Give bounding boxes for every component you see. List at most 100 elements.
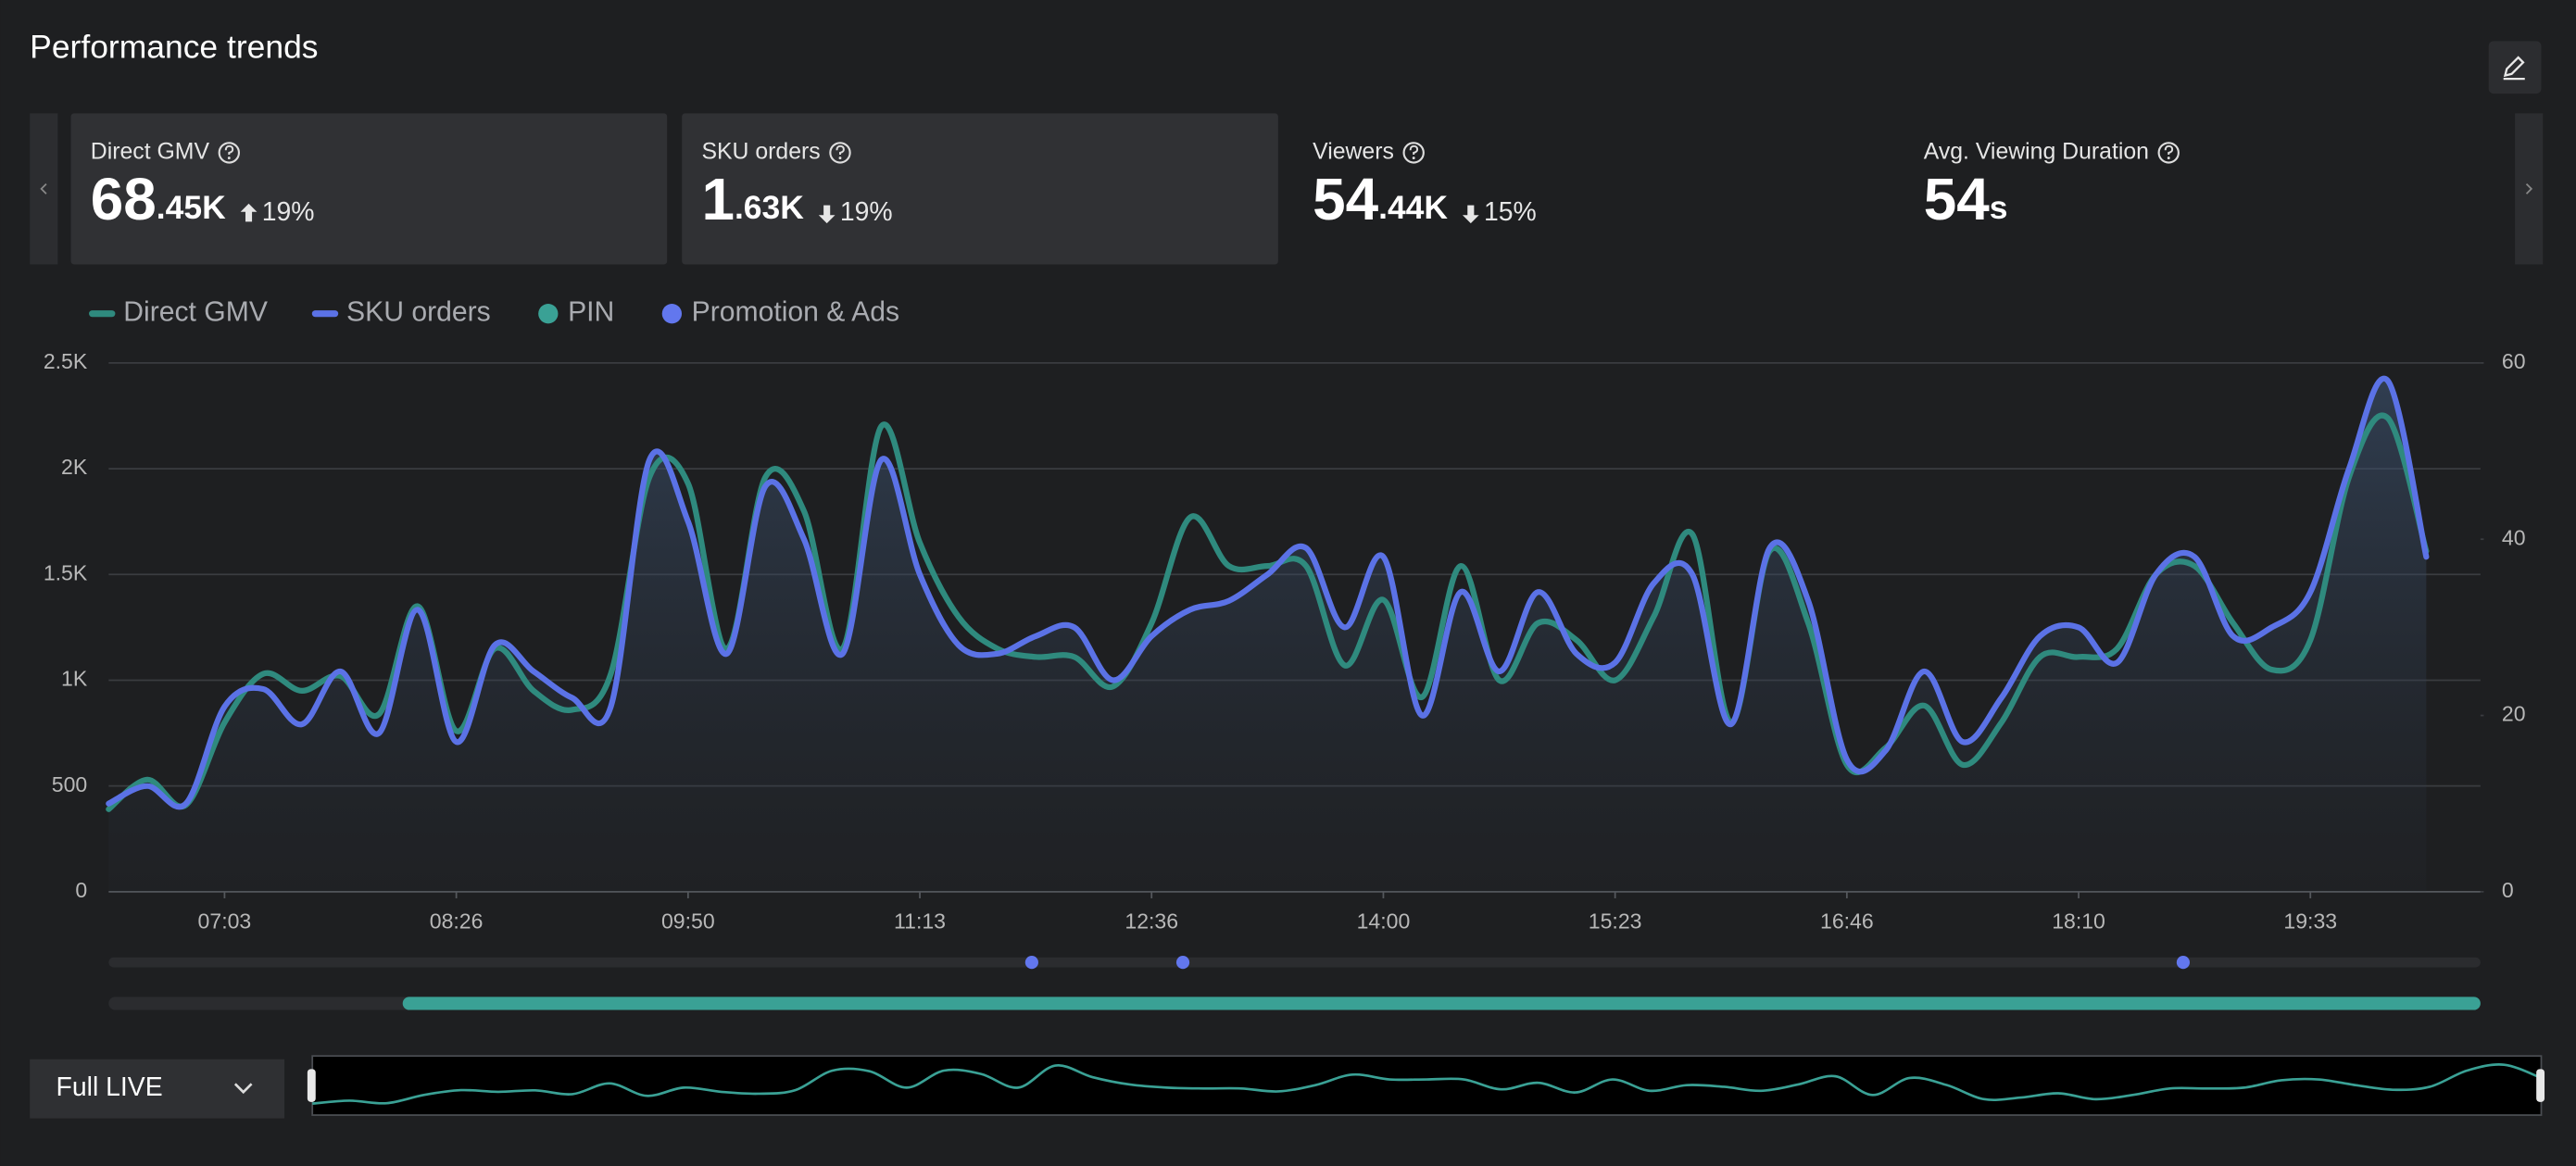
x-tick-label: 12:36 (1125, 909, 1178, 934)
y-tick-label: 500 (52, 772, 87, 796)
promotion-event[interactable] (1175, 956, 1190, 970)
help-icon (218, 142, 241, 164)
next-icon (2525, 182, 2533, 194)
legend-label: SKU orders (346, 297, 491, 328)
x-tick-label: 11:13 (894, 909, 946, 934)
x-tick-label: 08:26 (430, 909, 484, 934)
series-line (106, 412, 2430, 812)
legend-item[interactable]: Promotion & Ads (661, 297, 899, 328)
y-tick-label: 2K (61, 455, 88, 479)
event-track (108, 956, 2481, 970)
change-arrow (818, 205, 836, 224)
prev-arrow-bg (30, 113, 58, 265)
help-icon (829, 142, 851, 164)
edit-icon (2503, 56, 2525, 81)
card-label: SKU orders (701, 139, 820, 164)
page-title: Performance trends (30, 29, 318, 66)
help-icon (2157, 142, 2180, 164)
y-tick-label: 0 (75, 878, 87, 902)
card-value: 1.63K (701, 166, 804, 232)
help-icon-dot (227, 157, 231, 160)
help-icon-mark (2164, 144, 2174, 156)
legend-label: Promotion & Ads (692, 297, 899, 328)
card-value-main: 54 (1924, 166, 1990, 232)
card-value-suffix: .45K (157, 189, 226, 226)
legend-item[interactable]: SKU orders (311, 297, 491, 328)
x-tick-label: 15:23 (1589, 909, 1642, 934)
change-arrow (240, 203, 258, 222)
help-icon-mark (836, 144, 845, 156)
legend-item[interactable]: PIN (538, 297, 614, 328)
chart: 0 500 1K 1.5K 2K 2.5K 0 20 40 60 07:03 08:26 09:50 11… (44, 297, 2526, 934)
x-tick-label: 09:50 (661, 909, 715, 934)
help-icon-mark (1409, 144, 1419, 156)
card-value-suffix: .44K (1378, 189, 1448, 226)
help-icon-dot (838, 157, 842, 160)
range-dropdown[interactable]: Full LIVE (30, 1059, 285, 1119)
scroll-thumb[interactable] (402, 997, 2481, 1010)
card-value: 68.45K (91, 166, 226, 232)
next-arrow[interactable] (2515, 113, 2544, 265)
y-tick-label: 1K (61, 667, 88, 691)
card-value-main: 54 (1313, 166, 1378, 232)
promotion-event[interactable] (1024, 956, 1038, 970)
y2-tick-label: 0 (2502, 878, 2514, 902)
minimap-box (311, 1055, 2543, 1116)
x-tick-label: 14:00 (1357, 909, 1411, 934)
legend-dot (661, 304, 683, 324)
dropdown-box (30, 1059, 285, 1119)
card-change: 19% (262, 197, 315, 227)
card-label: Avg. Viewing Duration (1924, 139, 2149, 164)
help-icon-dot (2167, 157, 2170, 160)
prev-arrow[interactable] (30, 113, 58, 265)
edit-button-bg (2488, 41, 2542, 94)
dropdown-chevron (233, 1083, 253, 1095)
minimap[interactable] (307, 1055, 2545, 1116)
card-change: 19% (840, 197, 893, 227)
card-value: 54s (1924, 166, 2008, 232)
y2-tick-label: 60 (2502, 349, 2526, 373)
y2-tick-label: 40 (2502, 525, 2526, 549)
x-tick-label: 07:03 (198, 909, 252, 934)
legend-item[interactable]: Direct GMV (89, 297, 268, 328)
scrollbar (108, 997, 2481, 1010)
help-icon (1402, 142, 1425, 164)
minimap-handle[interactable] (2536, 1069, 2545, 1102)
event-track-bar (108, 957, 2481, 968)
card-label: Viewers (1313, 139, 1394, 164)
change-arrow (1462, 205, 1479, 224)
legend-label: PIN (568, 297, 614, 328)
card-value-main: 1 (701, 166, 735, 232)
help-icon-dot (1412, 157, 1415, 160)
edit-button[interactable] (2488, 41, 2542, 94)
x-tick-label: 16:46 (1820, 909, 1874, 934)
minimap-handle[interactable] (307, 1069, 316, 1102)
y-tick-label: 2.5K (44, 349, 88, 373)
card-value-suffix: .63K (735, 189, 804, 226)
x-tick-label: 19:33 (2283, 909, 2337, 934)
x-tick-label: 18:10 (2052, 909, 2105, 934)
card-value-main: 68 (91, 166, 157, 232)
minimap-line (312, 1063, 2542, 1105)
card-change: 15% (1484, 197, 1537, 227)
dropdown-label: Full LIVE (57, 1072, 163, 1102)
legend-label: Direct GMV (123, 297, 268, 328)
series-line (106, 375, 2430, 810)
next-arrow-bg (2515, 113, 2544, 265)
legend-dot (538, 304, 559, 324)
prev-icon (40, 182, 47, 194)
y-tick-label: 1.5K (44, 560, 88, 584)
card-value-suffix: s (1990, 189, 2008, 226)
y2-tick-label: 20 (2502, 702, 2526, 726)
card-label: Direct GMV (91, 139, 210, 164)
promotion-event[interactable] (2176, 956, 2191, 970)
card-value: 54.44K (1313, 166, 1448, 232)
help-icon-mark (224, 144, 234, 156)
